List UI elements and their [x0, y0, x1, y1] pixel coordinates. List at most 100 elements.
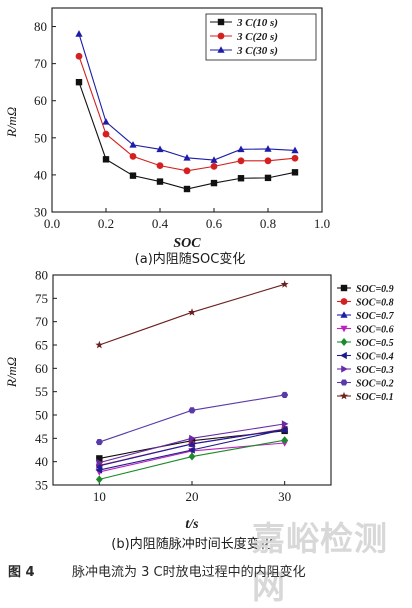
- chart-a-data-point: [264, 145, 272, 152]
- chart-a-data-point: [291, 146, 299, 154]
- chart-a-data-point: [129, 141, 137, 148]
- chart-b-series-4: [95, 436, 289, 484]
- chart-b-series-1: [95, 425, 289, 469]
- chart-b-x-tick-label: 20: [186, 489, 199, 504]
- chart-a-series-1: [75, 52, 299, 175]
- chart-a-legend-label: 3 C(10 s): [236, 17, 278, 29]
- chart-b-y-tick-label: 50: [35, 408, 48, 423]
- chart-a-data-point: [237, 145, 245, 153]
- chart-b-series-5: [95, 425, 288, 474]
- chart-b-data-point: [188, 308, 196, 316]
- chart-b-series-line: [99, 394, 285, 443]
- chart-b-data-point: [188, 452, 196, 461]
- chart-b-legend-label: SOC=0.3: [356, 365, 394, 376]
- chart-b-legend-label: SOC=0.1: [356, 392, 394, 403]
- chart-a-data-point: [156, 145, 164, 153]
- chart-a-y-tick-label: 80: [34, 19, 47, 34]
- chart-b-legend-swatch-marker: [340, 325, 348, 333]
- chart-b-legend-swatch-marker: [341, 365, 348, 373]
- chart-b-x-tick-label: 30: [278, 489, 291, 504]
- chart-a-x-tick-label: 0.2: [98, 216, 114, 231]
- chart-b-data-point: [280, 280, 289, 288]
- chart-b-legend-label: SOC=0.8: [356, 298, 394, 309]
- chart-a-data-point: [183, 154, 191, 161]
- chart-b-data-point: [95, 466, 103, 474]
- chart-a-data-point: [156, 178, 164, 185]
- chart-a-data-point: [156, 162, 164, 170]
- chart-b-legend-label: SOC=0.9: [356, 284, 394, 295]
- chart-a-legend: 3 C(10 s) 3 C(20 s) 3 C(30 s): [205, 13, 317, 61]
- figure-caption-text: 脉冲电流为 3 C时放电过程中的内阻变化: [72, 565, 306, 580]
- chart-a-data-point: [264, 174, 272, 182]
- chart-a-y-tick-label: 70: [34, 56, 47, 71]
- chart-b-y-tick-label: 40: [35, 454, 48, 469]
- chart-a-data-point: [102, 118, 110, 125]
- chart-a-y-axis-label: R/mΩ: [4, 107, 19, 138]
- chart-a-data-point: [210, 162, 218, 170]
- chart-a-legend-label: 3 C(30 s): [236, 45, 278, 57]
- chart-b-y-tick-label: 45: [35, 431, 48, 446]
- chart-a-data-point: [129, 152, 137, 160]
- chart-b-y-tick-label: 35: [35, 478, 48, 493]
- chart-a-y-tick-label: 50: [34, 130, 47, 145]
- chart-b-legend-label: SOC=0.4: [356, 352, 394, 363]
- chart-b-legend-label: SOC=0.6: [356, 325, 394, 336]
- chart-b-legend-swatch-marker: [340, 379, 348, 386]
- chart-a-data-point: [183, 167, 191, 175]
- figure-caption: 图 4 脉冲电流为 3 C时放电过程中的内阻变化: [0, 557, 412, 581]
- chart-a-data-point: [102, 130, 110, 138]
- chart-b-data-point: [188, 407, 196, 414]
- figure-canvas: 30 40 50 60 70 80 0.0 0.2 0.4 0.6 0.8 1.0 SOC R/mΩ (a)…: [4, 7, 395, 552]
- chart-b-subtitle: (b)内阻随脉冲时间长度变化: [111, 536, 272, 552]
- chart-a-legend-swatch-marker: [217, 32, 225, 40]
- chart-b-data-point: [281, 436, 289, 445]
- chart-b-data-point: [280, 425, 288, 434]
- chart-b-legend-label: SOC=0.2: [356, 379, 394, 390]
- chart-b-legend-label: SOC=0.5: [356, 338, 394, 349]
- chart-b-y-tick-label: 60: [35, 361, 48, 376]
- chart-a-legend-swatch-marker: [217, 46, 225, 53]
- chart-a-x-tick-label: 0.8: [260, 216, 276, 231]
- chart-b-legend: SOC=0.9 SOC=0.8 SOC=0.7 SOC=0.6 SOC=0.5 SOC=0…: [337, 284, 395, 403]
- chart-a-x-tick-label: 0.0: [44, 216, 60, 231]
- chart-b-data-point: [189, 434, 196, 442]
- chart-b-legend-swatch-marker: [340, 311, 348, 318]
- chart-a-y-tick-label: 30: [34, 205, 47, 220]
- chart-a-y-tick-label: 60: [34, 93, 47, 108]
- chart-b-data-point: [188, 440, 196, 447]
- chart-b-data-point: [281, 420, 289, 428]
- chart-b-data-point: [188, 446, 195, 454]
- chart-a-x-tick-label: 1.0: [314, 216, 330, 231]
- chart-b-legend-label: SOC=0.7: [356, 311, 395, 322]
- chart-a-series-line: [78, 56, 296, 172]
- chart-a-data-point: [75, 52, 83, 60]
- chart-a-legend-label: 3 C(20 s): [236, 31, 278, 43]
- chart-b-legend-swatch-marker: [340, 338, 348, 346]
- chart-a-data-point: [102, 156, 110, 163]
- chart-a-data-point: [237, 157, 245, 165]
- chart-b-y-tick-label: 70: [35, 314, 48, 329]
- chart-b-data-point: [95, 475, 103, 484]
- chart-a-x-tick-label: 0.4: [152, 216, 169, 231]
- chart-a-plot-frame: [51, 7, 323, 213]
- figure-number: 图 4: [8, 565, 35, 580]
- chart-a-x-tick-label: 0.6: [206, 216, 223, 231]
- chart-b-legend-swatch-marker: [340, 351, 347, 360]
- chart-b-x-tick-label: 10: [93, 489, 106, 504]
- chart-b-series-6: [96, 420, 289, 467]
- chart-a-data-point: [237, 175, 245, 182]
- chart-a-data-point: [129, 172, 137, 179]
- chart-a-data-point: [264, 157, 272, 165]
- chart-b-data-point: [95, 439, 103, 446]
- chart-b-data-point: [95, 340, 104, 349]
- chart-b-data-point: [281, 391, 289, 398]
- chart-a-data-point: [210, 179, 218, 187]
- chart-a-series-0: [75, 78, 299, 193]
- chart-b-series-line: [99, 283, 285, 346]
- chart-b-legend-swatch-marker: [340, 298, 348, 305]
- chart-a-data-point: [291, 169, 299, 176]
- chart-b-data-point: [96, 455, 103, 462]
- chart-a-subtitle: (a)内阻随SOC变化: [135, 251, 246, 267]
- chart-a-data-point: [183, 185, 191, 193]
- chart-b-series-8: [95, 280, 289, 349]
